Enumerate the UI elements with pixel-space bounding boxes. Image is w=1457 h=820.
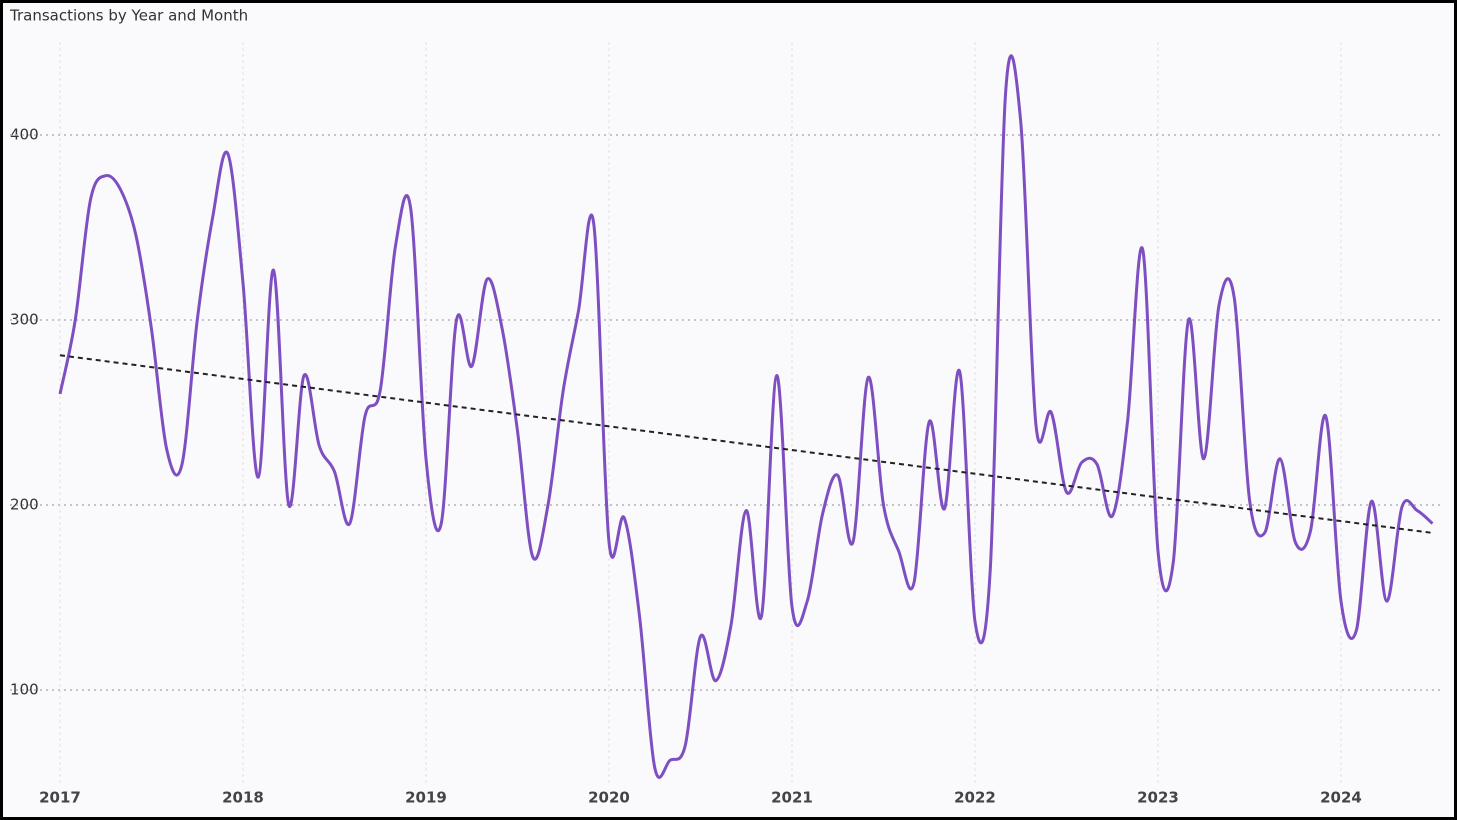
y-tick-label: 400	[10, 126, 39, 144]
x-tick-label: 2018	[222, 789, 264, 807]
x-tick-label: 2021	[771, 789, 813, 807]
x-tick-label: 2020	[588, 789, 630, 807]
x-tick-label: 2023	[1137, 789, 1179, 807]
y-tick-label: 200	[10, 496, 39, 514]
chart-title: Transactions by Year and Month	[9, 7, 248, 25]
line	[58, 54, 1434, 779]
y-tick-label: 100	[10, 681, 39, 699]
trend-line	[59, 354, 1433, 534]
x-tick-label: 2024	[1320, 789, 1362, 807]
x-tick-label: 2022	[954, 789, 996, 807]
x-tick-label: 2017	[39, 789, 81, 807]
x-tick-label: 2019	[405, 789, 447, 807]
y-tick-label: 300	[10, 311, 39, 329]
